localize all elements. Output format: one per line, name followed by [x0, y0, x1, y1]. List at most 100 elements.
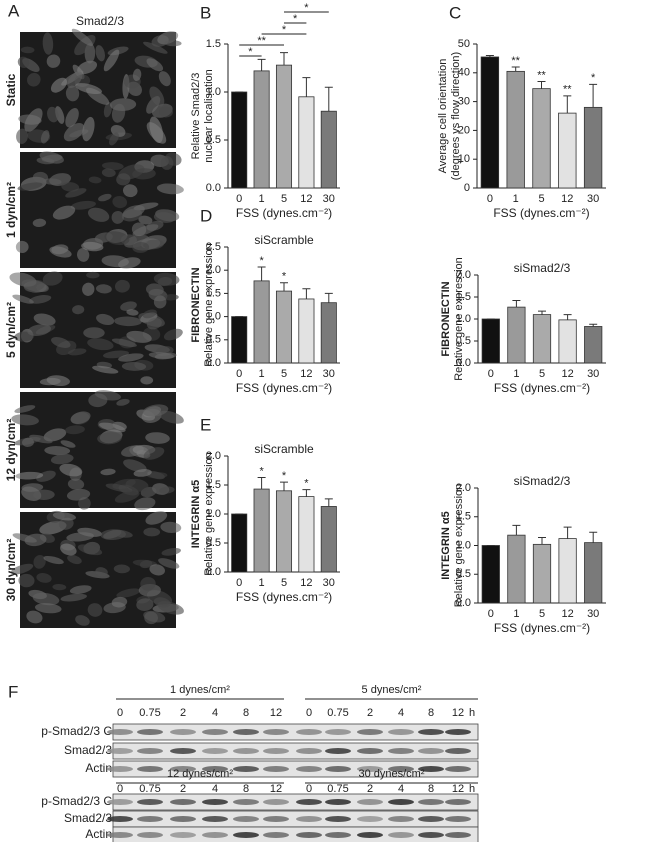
cell — [118, 353, 144, 362]
cell — [77, 247, 90, 262]
bar — [558, 538, 577, 604]
cell — [42, 32, 54, 55]
error-bar — [280, 52, 288, 66]
cell — [147, 472, 168, 479]
band — [325, 729, 351, 735]
significance: * — [282, 24, 287, 36]
timepoint-label: 0 — [306, 707, 312, 719]
cell — [52, 512, 76, 521]
cell — [59, 463, 83, 477]
significance: ** — [257, 35, 266, 47]
cell — [66, 532, 94, 542]
band — [233, 766, 259, 772]
bar — [253, 280, 270, 364]
cell — [159, 486, 175, 494]
error-bar — [589, 323, 598, 327]
bar — [558, 112, 577, 189]
cell — [15, 240, 29, 254]
significance: ** — [537, 69, 546, 81]
x-tick-label: 12 — [300, 193, 312, 205]
band — [202, 748, 228, 754]
cell — [70, 200, 96, 210]
cell — [126, 309, 139, 316]
cell — [65, 108, 79, 128]
x-tick-label: 0 — [487, 193, 493, 205]
bar — [275, 64, 293, 189]
cell — [121, 361, 147, 371]
error-bar — [538, 310, 546, 315]
cell — [81, 241, 104, 252]
error-bar — [324, 498, 333, 507]
band — [388, 832, 414, 838]
cell — [134, 497, 156, 511]
group-label: 1 dynes/cm² — [170, 684, 230, 696]
band — [107, 816, 133, 822]
x-axis-label: FSS (dynes.cm⁻²) — [236, 590, 332, 604]
timepoint-label: 0 — [117, 707, 123, 719]
y-tick-label: 0.5 — [206, 134, 221, 146]
cell — [58, 517, 74, 530]
bar — [506, 70, 525, 189]
x-tick-label: 12 — [300, 368, 312, 380]
band — [445, 748, 471, 754]
band — [388, 729, 414, 735]
chart-title: siScramble — [254, 233, 314, 247]
row-label: 30 dyn/cm² — [4, 539, 18, 602]
band — [357, 816, 383, 822]
cell — [118, 257, 141, 269]
error-bar — [280, 481, 288, 491]
y-tick-label: 2.0 — [206, 264, 221, 276]
x-tick-label: 1 — [259, 368, 265, 380]
cells — [9, 271, 183, 387]
cell — [51, 337, 71, 348]
timepoint-label: 12 — [452, 707, 464, 719]
panel-label: F — [8, 682, 18, 701]
y-tick-label: 0 — [464, 182, 470, 194]
y-tick-label: 30 — [458, 96, 470, 108]
cell — [101, 162, 124, 170]
y-tick-label: 2.0 — [456, 482, 471, 494]
significance: * — [259, 255, 264, 267]
cell — [116, 173, 131, 186]
band — [263, 799, 289, 805]
timepoint-label: 4 — [398, 707, 404, 719]
x-tick-label: 1 — [259, 577, 265, 589]
x-axis-label: FSS (dynes.cm⁻²) — [494, 621, 590, 635]
band — [170, 832, 196, 838]
x-tick-label: 1 — [259, 193, 265, 205]
bar — [298, 96, 315, 189]
cell — [132, 241, 150, 253]
y-tick-label: 1.5 — [206, 38, 221, 50]
cell — [43, 555, 64, 565]
band — [357, 729, 383, 735]
x-axis-label: FSS (dynes.cm⁻²) — [236, 206, 332, 220]
cell — [111, 596, 128, 608]
y-axis-label: Average cell orientation — [437, 59, 449, 174]
cell — [61, 182, 80, 192]
cell — [72, 305, 85, 315]
cell — [16, 128, 28, 144]
y-tick-label: 40 — [458, 67, 470, 79]
band — [233, 729, 259, 735]
cell — [27, 72, 41, 87]
x-tick-label: 1 — [513, 368, 519, 380]
x-tick-label: 30 — [587, 368, 599, 380]
bar — [558, 319, 577, 364]
cell — [44, 446, 71, 456]
band — [357, 766, 383, 772]
cell — [114, 316, 142, 327]
panel-label: E — [200, 415, 211, 434]
cells — [16, 28, 182, 146]
cell — [87, 338, 114, 351]
bar — [253, 70, 270, 189]
timepoint-label: 0.75 — [139, 707, 160, 719]
timepoint-label: 12 — [270, 707, 282, 719]
cell — [149, 116, 164, 144]
cells — [10, 510, 184, 626]
cell — [88, 176, 102, 184]
panel-label: D — [200, 206, 212, 225]
cell — [131, 222, 147, 237]
error-bar — [257, 476, 266, 490]
cell — [163, 328, 183, 341]
bar — [320, 110, 337, 189]
